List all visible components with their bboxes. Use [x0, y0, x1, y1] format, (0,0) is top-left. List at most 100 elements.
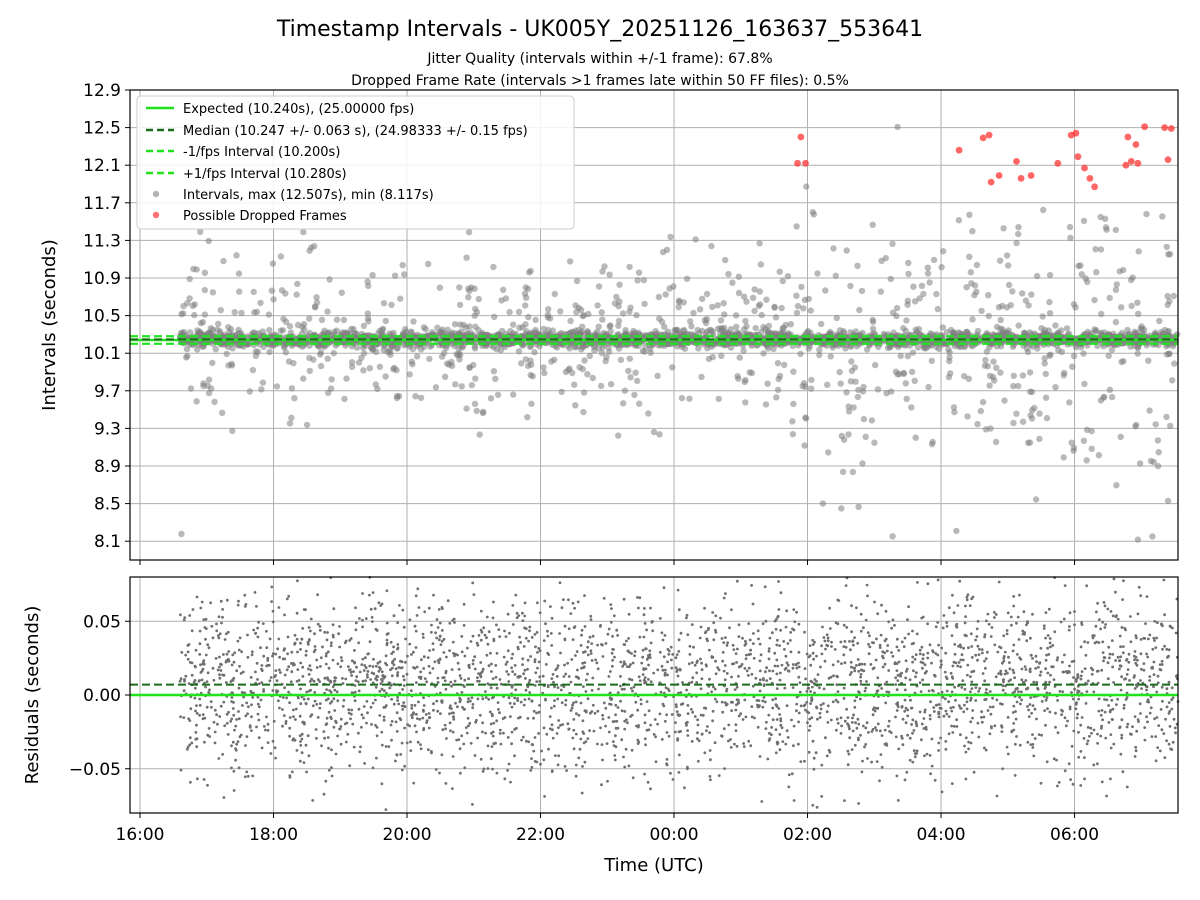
- residual-point: [1137, 585, 1141, 589]
- residual-point: [1118, 634, 1122, 638]
- interval-point: [1149, 533, 1156, 540]
- intervals-y-tick-label: 12.1: [83, 156, 121, 176]
- residual-point: [756, 629, 760, 633]
- residual-point: [300, 737, 304, 741]
- intervals-y-tick-label: 10.9: [83, 269, 121, 289]
- residual-point: [395, 730, 399, 733]
- residual-point: [347, 708, 351, 712]
- residual-point: [883, 662, 887, 666]
- interval-point: [966, 211, 973, 218]
- residual-point: [204, 685, 207, 689]
- residual-point: [479, 757, 483, 761]
- residual-point: [918, 648, 922, 652]
- interval-point: [586, 352, 593, 360]
- residual-point: [908, 678, 912, 682]
- interval-point: [382, 373, 389, 380]
- residual-point: [1122, 645, 1125, 648]
- residual-point: [557, 754, 561, 758]
- residual-point: [930, 661, 933, 665]
- residual-point: [1085, 682, 1089, 686]
- residual-point: [1120, 718, 1124, 722]
- interval-point: [266, 326, 273, 334]
- residual-point: [677, 650, 681, 653]
- residual-point: [1050, 665, 1054, 669]
- interval-point: [1113, 482, 1120, 489]
- residual-point: [743, 698, 747, 702]
- residual-point: [797, 675, 801, 679]
- interval-point: [928, 357, 935, 364]
- residual-point: [348, 764, 352, 768]
- interval-point: [393, 394, 401, 402]
- interval-point: [1046, 310, 1054, 317]
- residual-point: [1012, 604, 1016, 608]
- residual-point: [217, 757, 221, 760]
- residual-point: [643, 676, 647, 680]
- residual-point: [538, 703, 541, 707]
- interval-point: [789, 431, 797, 438]
- residual-point: [988, 690, 992, 693]
- residual-point: [956, 664, 960, 668]
- residual-point: [846, 763, 850, 767]
- residual-point: [361, 679, 365, 683]
- residual-point: [256, 635, 260, 639]
- residual-point: [253, 591, 257, 594]
- residual-point: [359, 745, 362, 749]
- interval-point: [468, 381, 476, 389]
- interval-point: [801, 442, 808, 449]
- residual-point: [295, 637, 299, 641]
- interval-point: [910, 283, 917, 290]
- interval-point: [324, 308, 331, 315]
- interval-point: [847, 378, 855, 385]
- interval-point: [250, 288, 257, 296]
- residual-point: [840, 724, 843, 728]
- residual-point: [306, 642, 310, 646]
- residual-point: [1080, 670, 1084, 673]
- interval-point: [661, 323, 668, 330]
- interval-point: [1093, 269, 1100, 276]
- residual-point: [466, 716, 470, 720]
- interval-point: [199, 319, 207, 326]
- residual-point: [918, 681, 922, 685]
- residual-point: [611, 634, 614, 638]
- residual-point: [385, 589, 389, 593]
- residual-point: [710, 690, 713, 694]
- residual-point: [307, 667, 310, 671]
- residual-point: [438, 634, 442, 638]
- interval-point: [541, 369, 548, 377]
- residual-point: [237, 686, 241, 690]
- residual-point: [634, 700, 638, 704]
- residual-point: [597, 687, 600, 691]
- interval-point: [656, 315, 663, 322]
- interval-point: [366, 365, 373, 372]
- residual-point: [536, 651, 539, 654]
- residual-point: [1079, 784, 1083, 787]
- residual-point: [495, 771, 499, 775]
- residual-point: [957, 661, 961, 664]
- residual-point: [891, 618, 895, 622]
- residual-point: [1159, 708, 1163, 711]
- interval-point: [607, 381, 615, 388]
- interval-point: [882, 254, 889, 262]
- residual-point: [1079, 750, 1083, 753]
- residual-point: [299, 740, 302, 743]
- residual-point: [1044, 685, 1047, 689]
- interval-point: [463, 405, 470, 412]
- interval-point: [840, 328, 847, 335]
- residual-point: [762, 696, 766, 699]
- interval-point: [465, 294, 472, 301]
- residual-point: [545, 732, 549, 736]
- residual-point: [1020, 690, 1023, 694]
- residual-point: [1121, 598, 1124, 601]
- residuals-panel: −0.050.000.05 16:00 18:00 20:00 22:00 00:00 0…: [22, 575, 1180, 876]
- residual-point: [1021, 629, 1025, 633]
- residual-point: [824, 736, 827, 740]
- residual-point: [212, 720, 216, 724]
- interval-point: [1029, 406, 1036, 414]
- residual-point: [186, 657, 190, 661]
- residual-point: [791, 666, 795, 670]
- interval-point: [735, 273, 742, 280]
- interval-point: [391, 272, 399, 279]
- residual-point: [415, 712, 418, 716]
- residual-point: [294, 718, 297, 721]
- residual-point: [866, 594, 869, 598]
